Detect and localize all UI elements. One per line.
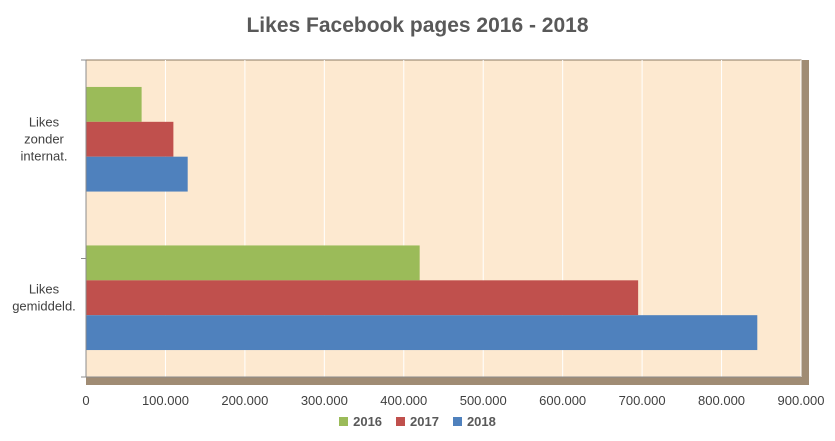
- category-label-line: gemiddeld.: [12, 298, 76, 313]
- x-tick-label: 500.000: [460, 393, 507, 408]
- legend-item-2017: 2017: [396, 414, 439, 429]
- legend-swatch: [396, 417, 406, 426]
- legend-swatch: [339, 417, 349, 426]
- legend-label: 2018: [466, 414, 496, 429]
- category-label-line: Likes: [29, 114, 60, 129]
- x-tick-label: 200.000: [221, 393, 268, 408]
- legend-label: 2016: [353, 414, 383, 429]
- bar-2016-cat2: [86, 245, 420, 281]
- x-tick-label: 600.000: [539, 393, 586, 408]
- category-label: Likes zonder internat.: [21, 114, 68, 163]
- legend-item-2016: 2016: [339, 414, 382, 429]
- category-label-line: Likes: [29, 281, 60, 296]
- chart-title: Likes Facebook pages 2016 - 2018: [246, 14, 589, 37]
- bar-2018-cat1: [86, 156, 188, 192]
- category-label-line: internat.: [21, 148, 68, 163]
- x-tick-label: 900.000: [778, 393, 825, 408]
- legend-item-2018: 2018: [452, 414, 496, 429]
- bar-2016-cat1: [86, 86, 142, 122]
- legend-label: 2017: [410, 414, 439, 429]
- x-tick-label: 800.000: [698, 393, 745, 408]
- x-tick-label: 100.000: [142, 393, 189, 408]
- category-label: Likes gemiddeld.: [12, 281, 76, 313]
- category-label-line: zonder: [24, 131, 64, 146]
- bar-2017-cat2: [86, 280, 639, 316]
- x-tick-label: 300.000: [301, 393, 348, 408]
- legend: 2016 2017 2018: [0, 414, 835, 429]
- bar-2018-cat2: [86, 315, 758, 351]
- x-tick-label: 700.000: [619, 393, 666, 408]
- legend-swatch: [452, 417, 462, 426]
- x-tick-label: 400.000: [380, 393, 427, 408]
- bar-2017-cat1: [86, 121, 174, 157]
- x-tick-label: 0: [82, 393, 89, 408]
